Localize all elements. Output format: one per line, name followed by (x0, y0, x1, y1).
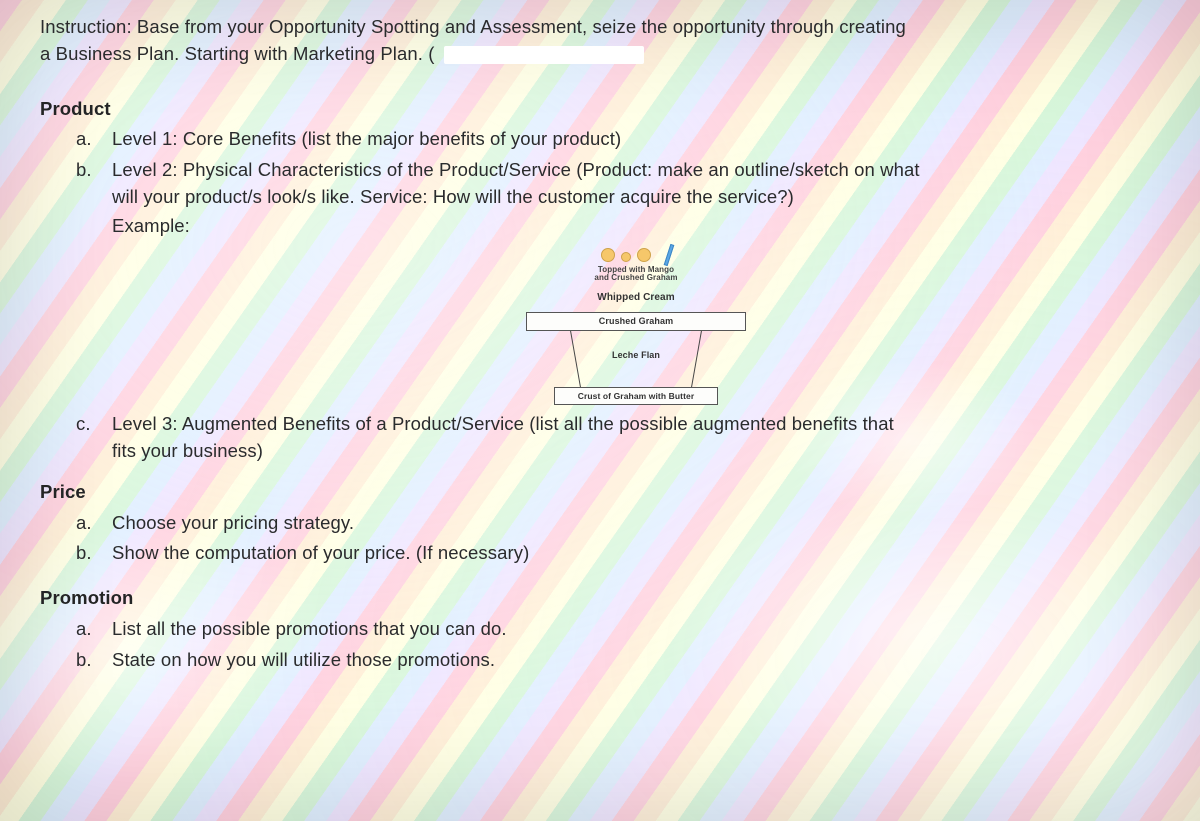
redaction-box (444, 46, 644, 64)
price-list: a. Choose your pricing strategy. b. Show… (40, 510, 1160, 568)
mango-icon (621, 252, 631, 262)
instruction-line2-text: a Business Plan. Starting with Marketing… (40, 43, 435, 64)
price-item-a: a. Choose your pricing strategy. (112, 510, 1160, 537)
diagram-top-caption: Topped with Mango and Crushed Graham (526, 266, 746, 284)
layer-whipped: Whipped Cream (526, 291, 746, 306)
price-a-text: Choose your pricing strategy. (112, 512, 354, 533)
example-diagram-wrap: Topped with Mango and Crushed Graham Whi… (112, 244, 1160, 405)
layer-crushed: Crushed Graham (526, 312, 746, 331)
product-b-line1: Level 2: Physical Characteristics of the… (112, 157, 1160, 184)
product-b-line2: will your product/s look/s like. Service… (112, 184, 1160, 211)
product-item-a: a. Level 1: Core Benefits (list the majo… (112, 126, 1160, 153)
price-b-text: Show the computation of your price. (If … (112, 542, 529, 563)
promotion-heading: Promotion (40, 585, 1160, 612)
list-marker: b. (76, 540, 92, 567)
product-c-line1: Level 3: Augmented Benefits of a Product… (112, 411, 1160, 438)
list-marker: a. (76, 510, 92, 537)
instruction-block: Instruction: Base from your Opportunity … (40, 14, 1160, 68)
mango-icon (601, 248, 615, 262)
worksheet-page: Instruction: Base from your Opportunity … (0, 0, 1200, 694)
dessert-cup-diagram: Topped with Mango and Crushed Graham Whi… (526, 244, 746, 405)
product-a-text: Level 1: Core Benefits (list the major b… (112, 128, 621, 149)
promotion-item-b: b. State on how you will utilize those p… (112, 647, 1160, 674)
layer-crust: Crust of Graham with Butter (554, 387, 718, 405)
mango-icon (637, 248, 651, 262)
list-marker: a. (76, 126, 92, 153)
layer-leche: Leche Flan (561, 349, 711, 362)
cup-outline: Leche Flan (561, 331, 711, 387)
product-item-c: c. Level 3: Augmented Benefits of a Prod… (112, 411, 1160, 465)
instruction-line1: Instruction: Base from your Opportunity … (40, 14, 1160, 41)
product-heading: Product (40, 96, 1160, 123)
product-list: a. Level 1: Core Benefits (list the majo… (40, 126, 1160, 464)
list-marker: a. (76, 616, 92, 643)
product-item-b: b. Level 2: Physical Characteristics of … (112, 157, 1160, 405)
promotion-item-a: a. List all the possible promotions that… (112, 616, 1160, 643)
promotion-a-text: List all the possible promotions that yo… (112, 618, 507, 639)
list-marker: b. (76, 157, 92, 184)
list-marker: c. (76, 411, 91, 438)
diagram-topping-icons (526, 244, 746, 262)
price-heading: Price (40, 479, 1160, 506)
price-item-b: b. Show the computation of your price. (… (112, 540, 1160, 567)
example-label: Example: (112, 213, 1160, 240)
promotion-list: a. List all the possible promotions that… (40, 616, 1160, 674)
instruction-line2: a Business Plan. Starting with Marketing… (40, 41, 1160, 68)
promotion-b-text: State on how you will utilize those prom… (112, 649, 495, 670)
product-c-line2: fits your business) (112, 438, 1160, 465)
straw-icon (664, 244, 675, 266)
list-marker: b. (76, 647, 92, 674)
top-caption-line2: and Crushed Graham (526, 274, 746, 283)
